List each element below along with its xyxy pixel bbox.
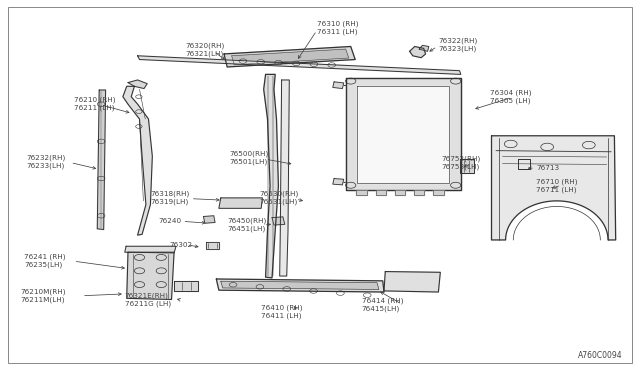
Polygon shape <box>419 45 429 51</box>
Text: 76414 (RH)
76415(LH): 76414 (RH) 76415(LH) <box>362 297 403 311</box>
Text: 76240: 76240 <box>159 218 182 224</box>
Polygon shape <box>224 46 355 67</box>
Polygon shape <box>127 252 174 299</box>
Polygon shape <box>460 159 474 173</box>
Polygon shape <box>384 272 440 292</box>
Polygon shape <box>216 279 384 292</box>
Text: A760C0094: A760C0094 <box>577 351 622 360</box>
Polygon shape <box>414 190 424 195</box>
Text: 76310 (RH)
76311 (LH): 76310 (RH) 76311 (LH) <box>317 21 358 35</box>
Text: 76322(RH)
76323(LH): 76322(RH) 76323(LH) <box>438 38 477 52</box>
Polygon shape <box>97 90 106 230</box>
Text: 76530(RH)
76531(LH): 76530(RH) 76531(LH) <box>259 191 298 205</box>
Polygon shape <box>138 56 461 74</box>
Polygon shape <box>433 190 444 195</box>
Polygon shape <box>492 136 616 240</box>
Polygon shape <box>410 46 426 58</box>
Text: 76320(RH)
76321(LH): 76320(RH) 76321(LH) <box>186 43 225 57</box>
Polygon shape <box>356 190 367 195</box>
Text: 76241 (RH)
76235(LH): 76241 (RH) 76235(LH) <box>24 254 66 268</box>
Polygon shape <box>272 217 285 225</box>
Text: 76210 (RH)
76211 (LH): 76210 (RH) 76211 (LH) <box>74 97 115 111</box>
Polygon shape <box>204 216 215 223</box>
Text: 76500(RH)
76501(LH): 76500(RH) 76501(LH) <box>229 151 268 165</box>
Text: 76210M(RH)
76211M(LH): 76210M(RH) 76211M(LH) <box>20 289 66 303</box>
Text: 76318(RH)
76319(LH): 76318(RH) 76319(LH) <box>150 191 189 205</box>
Polygon shape <box>333 179 344 185</box>
Polygon shape <box>174 281 198 291</box>
Text: 76302: 76302 <box>170 242 193 248</box>
Polygon shape <box>376 190 386 195</box>
Text: 76752(RH)
76753(LH): 76752(RH) 76753(LH) <box>442 155 481 170</box>
Polygon shape <box>123 86 152 235</box>
Polygon shape <box>346 78 461 190</box>
Text: 76450(RH)
76451(LH): 76450(RH) 76451(LH) <box>227 218 266 232</box>
Polygon shape <box>221 281 379 289</box>
Polygon shape <box>333 82 344 89</box>
Text: 76304 (RH)
76305 (LH): 76304 (RH) 76305 (LH) <box>490 90 531 104</box>
Text: 76710 (RH)
76711 (LH): 76710 (RH) 76711 (LH) <box>536 179 578 193</box>
Polygon shape <box>280 80 289 276</box>
Polygon shape <box>219 198 262 208</box>
Polygon shape <box>357 86 449 183</box>
Polygon shape <box>206 242 219 249</box>
Polygon shape <box>518 159 530 169</box>
Polygon shape <box>128 80 147 89</box>
Polygon shape <box>232 49 349 65</box>
Text: 76410 (RH)
76411 (LH): 76410 (RH) 76411 (LH) <box>261 305 303 319</box>
Polygon shape <box>264 74 278 278</box>
Text: 76321E(RH)
76211G (LH): 76321E(RH) 76211G (LH) <box>125 292 171 307</box>
Polygon shape <box>395 190 405 195</box>
Text: 76232(RH)
76233(LH): 76232(RH) 76233(LH) <box>27 155 66 169</box>
Polygon shape <box>125 246 176 253</box>
Text: 76713: 76713 <box>536 165 559 171</box>
